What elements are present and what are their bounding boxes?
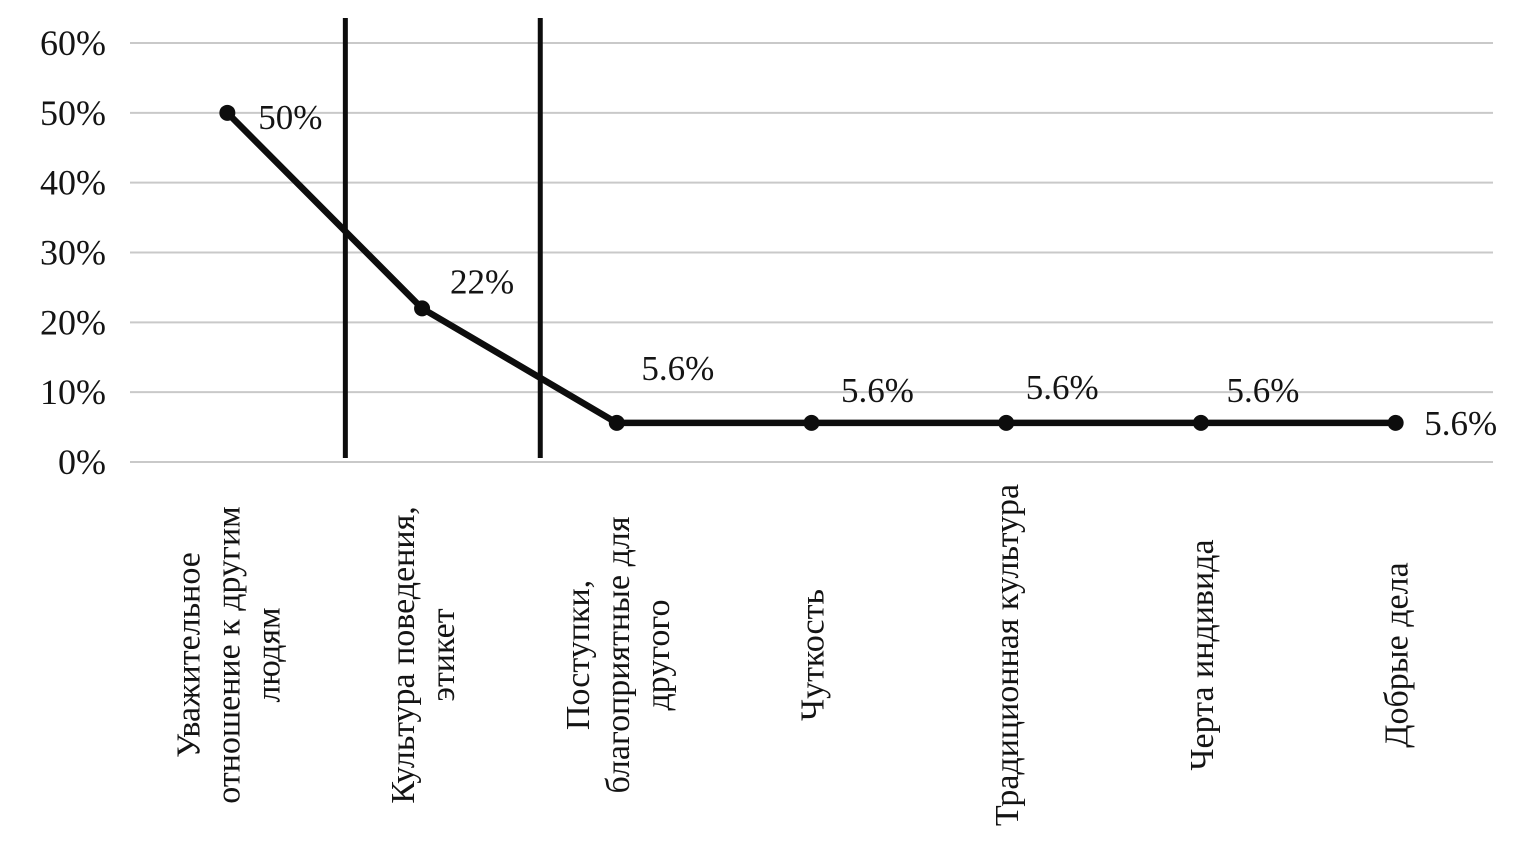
- data-point-label: 5.6%: [1226, 371, 1299, 410]
- data-point-label: 5.6%: [641, 349, 714, 388]
- y-axis-tick-label: 30%: [40, 233, 106, 273]
- x-axis-category-label: Уважительное: [170, 552, 207, 758]
- data-point-marker: [1387, 414, 1404, 431]
- data-point-marker: [608, 414, 625, 431]
- x-axis-category-label: другого: [640, 599, 677, 710]
- x-axis-category-label: Черта индивида: [1184, 539, 1221, 770]
- data-point-marker: [1192, 414, 1209, 431]
- data-point-label: 5.6%: [1424, 404, 1497, 443]
- x-axis-category-label: Добрые дела: [1379, 562, 1416, 747]
- data-point-marker: [414, 300, 431, 317]
- x-axis-category-label: этикет: [425, 608, 462, 701]
- x-axis-category-label: Чуткость: [795, 589, 832, 721]
- data-point-marker: [803, 414, 820, 431]
- y-axis-tick-label: 10%: [40, 372, 106, 412]
- data-point-marker: [998, 414, 1015, 431]
- data-point-marker: [219, 104, 236, 121]
- y-axis-tick-label: 60%: [40, 23, 106, 63]
- data-point-label: 50%: [258, 98, 322, 137]
- y-axis-tick-label: 40%: [40, 163, 106, 203]
- x-axis-category-label: Поступки,: [560, 580, 597, 730]
- x-axis-category-label: благоприятные для: [600, 516, 637, 793]
- x-axis-category-label: отношение к другим: [210, 506, 247, 803]
- data-point-label: 5.6%: [841, 371, 914, 410]
- x-axis-category-label: Традиционная культура: [989, 484, 1026, 826]
- series-line: [224, 109, 1399, 427]
- data-point-label: 22%: [450, 262, 514, 301]
- data-point-label: 5.6%: [1026, 368, 1099, 407]
- y-axis-tick-label: 0%: [58, 442, 106, 482]
- x-axis-category-label: Культура поведения,: [385, 506, 422, 803]
- y-axis-tick-label: 20%: [40, 302, 106, 342]
- x-axis-category-label: людям: [250, 607, 287, 702]
- y-axis-tick-label: 50%: [40, 93, 106, 133]
